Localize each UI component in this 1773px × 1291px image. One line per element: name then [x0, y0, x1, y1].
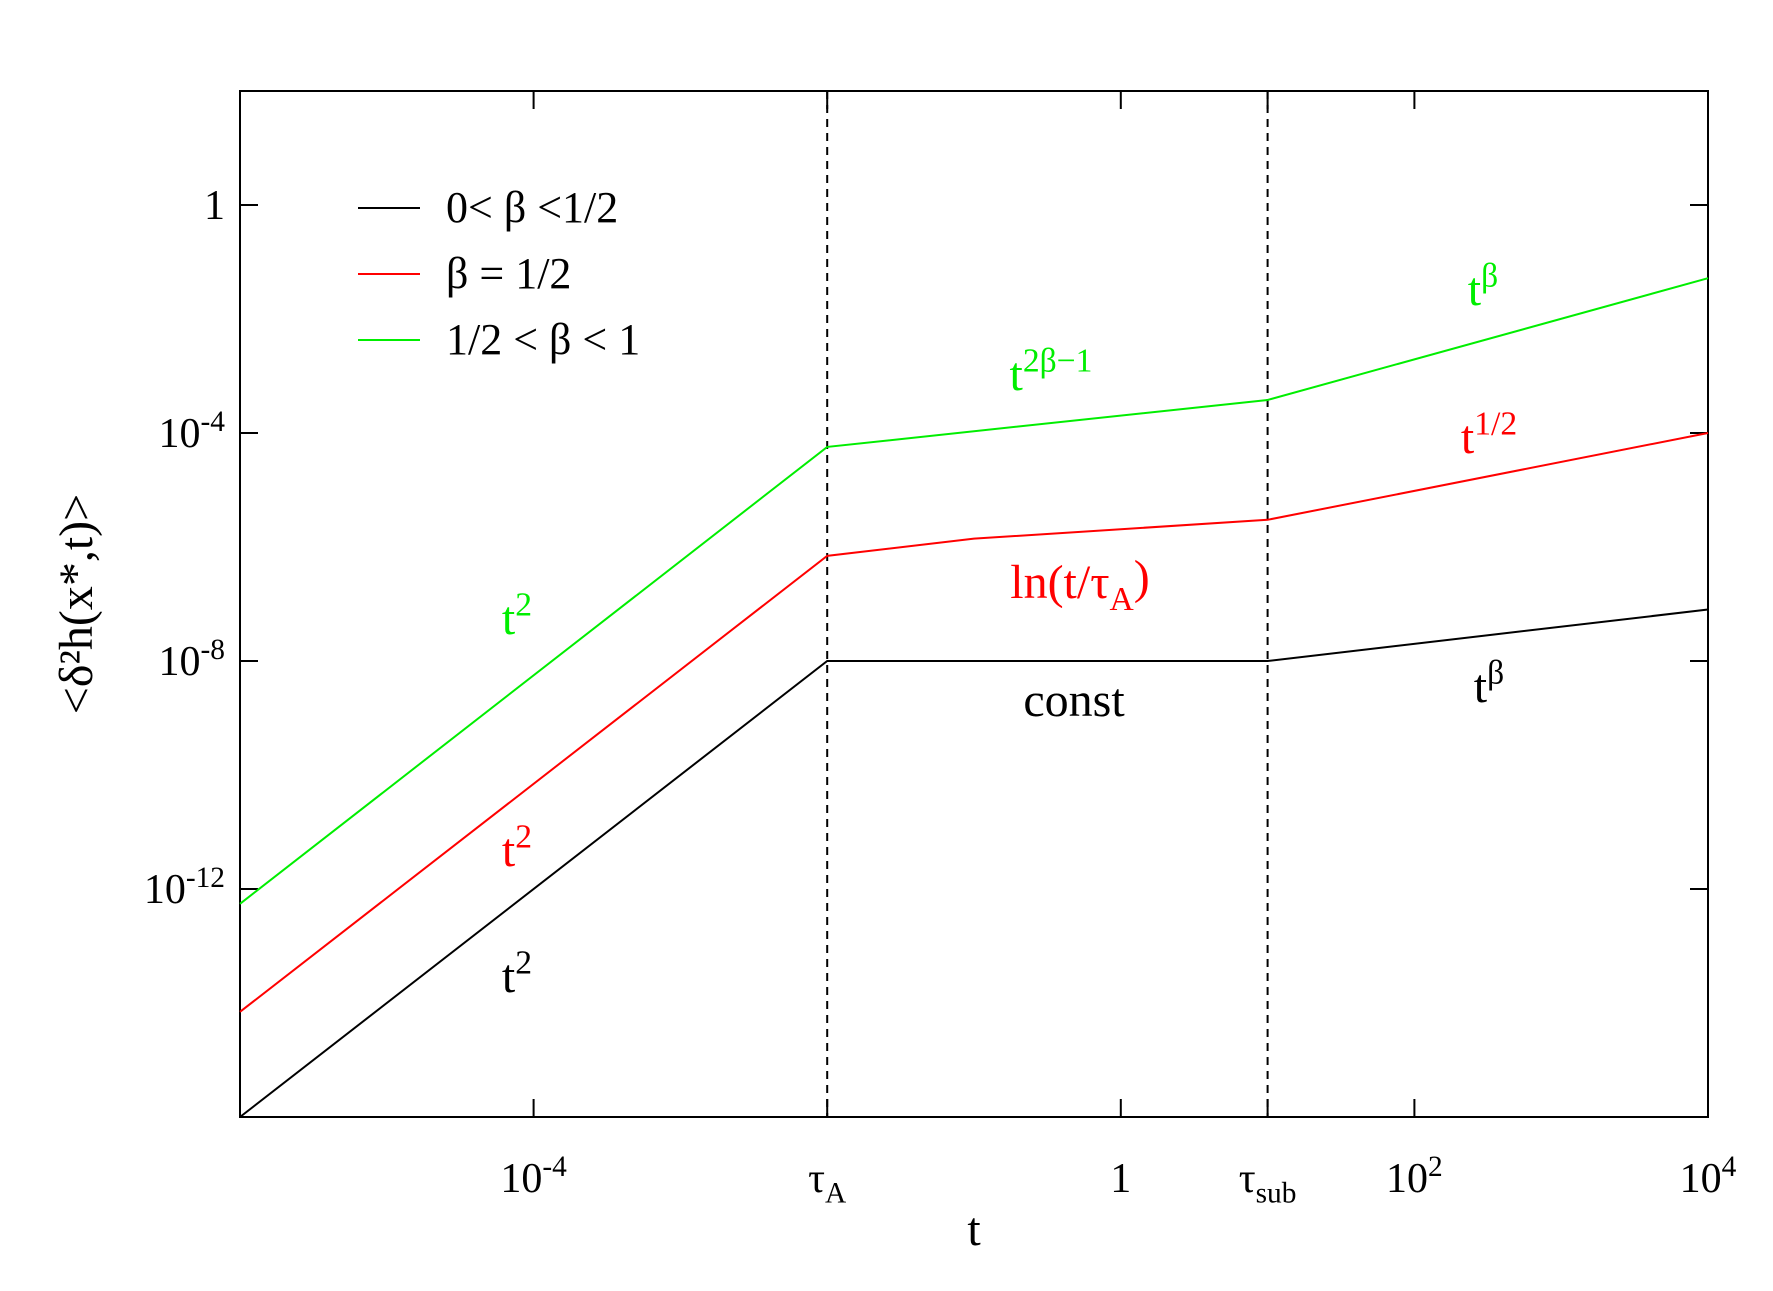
x-tick-label: 102	[1386, 1151, 1443, 1202]
y-tick-label-base: 10	[144, 867, 186, 913]
annotation-base: t	[1474, 660, 1488, 713]
x-axis-label: t	[967, 1203, 981, 1256]
x-tick-label: 10-4	[500, 1151, 567, 1202]
annotation-sup: 2	[515, 819, 532, 856]
legend-label: β = 1/2	[446, 249, 571, 298]
annotation-base: t	[1010, 348, 1024, 401]
annotation: t2	[502, 819, 532, 877]
annotation-base: t	[502, 592, 516, 645]
annotation: const	[1023, 674, 1125, 727]
y-tick-label-sup: -8	[201, 634, 225, 666]
x-tick-label-base: 10	[1386, 1156, 1428, 1202]
y-tick-label-sup: -12	[186, 862, 225, 894]
annotation-tail: )	[1134, 551, 1150, 604]
legend-label: 1/2 < β < 1	[446, 315, 640, 364]
annotation: ln(t/τA)	[1010, 551, 1150, 618]
series-line	[239, 608, 1709, 1118]
x-tick-label-base: 10	[500, 1156, 542, 1202]
annotation: tβ	[1468, 258, 1498, 316]
x-tick-label-sup: 4	[1722, 1151, 1737, 1183]
x-tick-label: 104	[1680, 1151, 1737, 1202]
annotation-sub: A	[1110, 581, 1134, 618]
x-tick-label-base: τ	[1239, 1156, 1256, 1202]
annotation: t2	[502, 945, 532, 1003]
annotation-sup: 2	[515, 945, 532, 982]
annotation-sup: 2β−1	[1023, 343, 1093, 380]
annotation: t1/2	[1461, 406, 1517, 464]
x-tick-label-sub: sub	[1256, 1177, 1297, 1209]
y-tick-label-sup: -4	[201, 406, 226, 438]
annotation-sup: 1/2	[1474, 406, 1517, 443]
x-tick-label: τA	[808, 1156, 847, 1209]
annotation-sup: 2	[515, 587, 532, 624]
annotation-base: ln(t/τ	[1010, 556, 1109, 609]
x-tick-label-base: 10	[1680, 1156, 1722, 1202]
y-tick-label: 10-12	[144, 862, 225, 913]
x-tick-label-base: τ	[808, 1156, 825, 1202]
annotation-base: const	[1023, 674, 1125, 727]
x-tick-label: 1	[1110, 1156, 1131, 1202]
y-tick-label: 1	[204, 183, 225, 229]
x-tick-label-sup: -4	[542, 1151, 567, 1183]
annotation-sup: β	[1487, 655, 1504, 692]
y-tick-label: 10-8	[159, 634, 225, 685]
annotation-base: t	[502, 950, 516, 1003]
x-tick-label: τsub	[1239, 1156, 1297, 1209]
annotation: t2β−1	[1010, 343, 1093, 401]
y-tick-label-base: 10	[159, 411, 201, 457]
annotation-base: t	[1468, 263, 1482, 316]
plot-frame	[239, 90, 1709, 1118]
y-tick-label-base: 10	[159, 639, 201, 685]
annotation-base: t	[1461, 411, 1475, 464]
annotation: t2	[502, 587, 532, 645]
annotation: tβ	[1474, 655, 1504, 713]
annotation-base: t	[502, 824, 516, 877]
y-axis-label: <δ²h(x*,t)>	[50, 494, 103, 714]
legend-label: 0< β <1/2	[446, 183, 618, 232]
x-tick-label-sup: 2	[1428, 1151, 1443, 1183]
y-tick-label: 10-4	[159, 406, 226, 457]
series-line	[239, 277, 1709, 905]
annotation-sup: β	[1481, 258, 1498, 295]
x-tick-label-sub: A	[825, 1177, 847, 1209]
series-line	[239, 432, 1709, 1013]
